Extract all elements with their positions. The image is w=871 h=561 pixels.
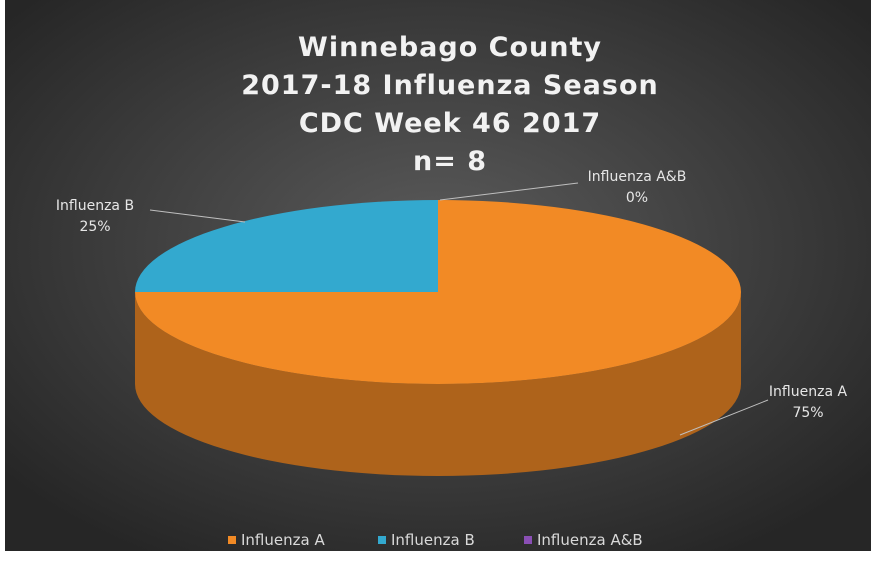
chart-title: n= 8 (413, 146, 487, 177)
pie-slice (135, 200, 438, 292)
leader-line (679, 399, 769, 436)
legend-swatch (524, 536, 532, 544)
data-label-category: Influenza B (56, 198, 134, 214)
data-label-value: 25% (79, 219, 110, 235)
leader-line (439, 182, 579, 201)
data-label-category: Influenza A (769, 384, 848, 400)
legend-label: Influenza A&B (537, 531, 643, 549)
legend-label: Influenza A (241, 531, 325, 549)
legend-swatch (378, 536, 386, 544)
data-label-value: 75% (792, 405, 823, 421)
chart-title: CDC Week 46 2017 (299, 108, 601, 139)
data-label-value: 0% (626, 190, 648, 206)
leader-line (149, 209, 246, 223)
chart-title: 2017-18 Influenza Season (241, 70, 659, 101)
data-label-category: Influenza A&B (588, 169, 687, 185)
legend-label: Influenza B (391, 531, 475, 549)
chart-title: Winnebago County (298, 32, 602, 63)
legend-swatch (228, 536, 236, 544)
